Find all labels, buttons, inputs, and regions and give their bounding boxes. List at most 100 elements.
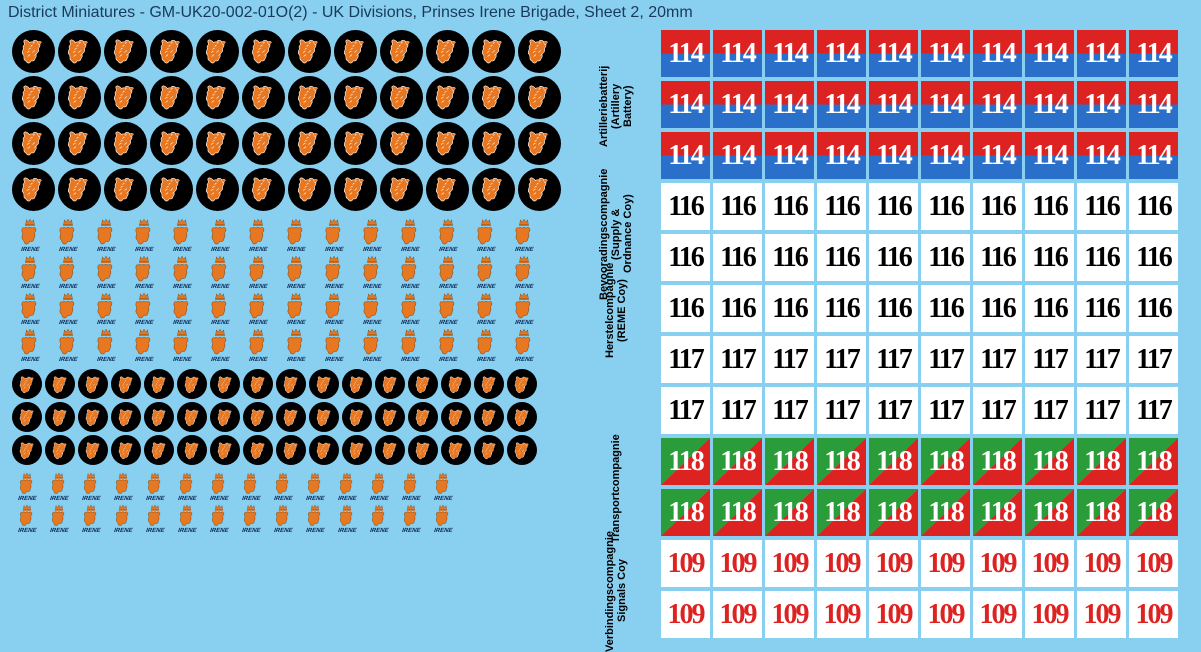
crowned-lion-icon xyxy=(392,255,428,284)
irene-badge: IRENE xyxy=(202,328,238,363)
lion-roundel xyxy=(58,168,101,211)
irene-label: IRENE xyxy=(134,320,153,326)
irene-label: IRENE xyxy=(49,496,68,502)
crowned-lion-icon xyxy=(44,504,74,528)
irene-badge: IRENE xyxy=(468,292,504,327)
lion-roundel xyxy=(426,76,469,119)
lion-roundel xyxy=(334,30,377,73)
number-plate-118: 118 xyxy=(921,489,970,536)
number-plate-116: 116 xyxy=(1129,285,1178,332)
irene-label: IRENE xyxy=(96,247,115,253)
lion-roundel xyxy=(408,435,438,465)
number-plate-114: 114 xyxy=(1129,30,1178,77)
number-plate-118: 118 xyxy=(1025,489,1074,536)
lion-roundel xyxy=(144,369,174,399)
crowned-lion-icon xyxy=(202,255,238,284)
lion-roundel xyxy=(380,30,423,73)
number-plate-116: 116 xyxy=(921,183,970,230)
irene-label: IRENE xyxy=(20,357,39,363)
lion-icon xyxy=(340,128,370,158)
irene-label: IRENE xyxy=(20,320,39,326)
irene-badge: IRENE xyxy=(468,328,504,363)
lion-roundel xyxy=(474,402,504,432)
crowned-lion-icon xyxy=(76,472,106,496)
crowned-lion-icon xyxy=(468,292,504,321)
crowned-lion-icon xyxy=(12,472,42,496)
unit-label: Artilleriebatterij (Artillery Battery) xyxy=(571,30,661,183)
irene-badge: IRENE xyxy=(392,328,428,363)
lion-icon xyxy=(156,128,186,158)
roundel-row xyxy=(12,402,552,432)
irene-label: IRENE xyxy=(476,284,495,290)
lion-icon xyxy=(116,407,137,428)
irene-badge: IRENE xyxy=(278,292,314,327)
irene-label: IRENE xyxy=(476,357,495,363)
number-plate-117: 117 xyxy=(1129,387,1178,434)
lion-roundel xyxy=(210,369,240,399)
lion-icon xyxy=(149,440,170,461)
left-decal-panel: IRENE IRENE IRENE IRENE IRENE IRENE IREN… xyxy=(12,30,552,536)
irene-label: IRENE xyxy=(58,247,77,253)
irene-badge: IRENE xyxy=(12,472,42,502)
irene-label: IRENE xyxy=(96,320,115,326)
irene-badge: IRENE xyxy=(332,472,362,502)
irene-label: IRENE xyxy=(96,357,115,363)
irene-row: IRENE IRENE IRENE IRENE IRENE IRENE IREN… xyxy=(12,255,552,290)
lion-icon xyxy=(479,407,500,428)
irene-badge: IRENE xyxy=(202,218,238,253)
lion-icon xyxy=(413,440,434,461)
irene-badge: IRENE xyxy=(50,292,86,327)
crowned-lion-icon xyxy=(430,255,466,284)
crowned-lion-icon xyxy=(430,328,466,357)
number-plate-117: 117 xyxy=(921,336,970,383)
irene-row: IRENE IRENE IRENE IRENE IRENE IRENE IREN… xyxy=(12,292,552,327)
number-plate-116: 116 xyxy=(1077,183,1126,230)
lion-icon xyxy=(340,36,370,66)
irene-label: IRENE xyxy=(134,247,153,253)
number-plate-117: 117 xyxy=(1077,336,1126,383)
lion-icon xyxy=(347,374,368,395)
lion-roundel xyxy=(78,369,108,399)
irene-badge: IRENE xyxy=(236,504,266,534)
lion-icon xyxy=(248,407,269,428)
plate-row: 114114114114114114114114114114 xyxy=(661,30,1191,77)
lion-roundel xyxy=(12,30,55,73)
crowned-lion-icon xyxy=(204,472,234,496)
irene-badge: IRENE xyxy=(430,218,466,253)
lion-roundel xyxy=(177,369,207,399)
irene-label: IRENE xyxy=(514,284,533,290)
irene-badge: IRENE xyxy=(126,292,162,327)
irene-label: IRENE xyxy=(286,320,305,326)
irene-label: IRENE xyxy=(20,284,39,290)
irene-label: IRENE xyxy=(210,284,229,290)
number-plate-118: 118 xyxy=(973,438,1022,485)
number-plate-116: 116 xyxy=(973,234,1022,281)
lion-roundel xyxy=(243,435,273,465)
number-plate-109: 109 xyxy=(817,591,866,638)
number-plate-109: 109 xyxy=(713,540,762,587)
number-plate-118: 118 xyxy=(1077,438,1126,485)
lion-icon xyxy=(281,374,302,395)
number-plate-109: 109 xyxy=(765,591,814,638)
number-plate-118: 118 xyxy=(1129,438,1178,485)
irene-badge: IRENE xyxy=(88,255,124,290)
irene-label: IRENE xyxy=(81,496,100,502)
number-plate-116: 116 xyxy=(1129,183,1178,230)
lion-roundel xyxy=(276,369,306,399)
crowned-lion-icon xyxy=(354,328,390,357)
number-plate-114: 114 xyxy=(661,132,710,179)
irene-label: IRENE xyxy=(369,528,388,534)
lion-icon xyxy=(182,440,203,461)
lion-roundel xyxy=(309,435,339,465)
irene-badge: IRENE xyxy=(88,218,124,253)
irene-badge: IRENE xyxy=(506,328,542,363)
crowned-lion-icon xyxy=(172,472,202,496)
number-plate-116: 116 xyxy=(661,183,710,230)
irene-label: IRENE xyxy=(337,528,356,534)
crowned-lion-icon xyxy=(140,472,170,496)
irene-badge: IRENE xyxy=(278,255,314,290)
irene-badge: IRENE xyxy=(300,472,330,502)
irene-badge: IRENE xyxy=(428,472,458,502)
irene-label: IRENE xyxy=(172,247,191,253)
number-plate-114: 114 xyxy=(1025,81,1074,128)
